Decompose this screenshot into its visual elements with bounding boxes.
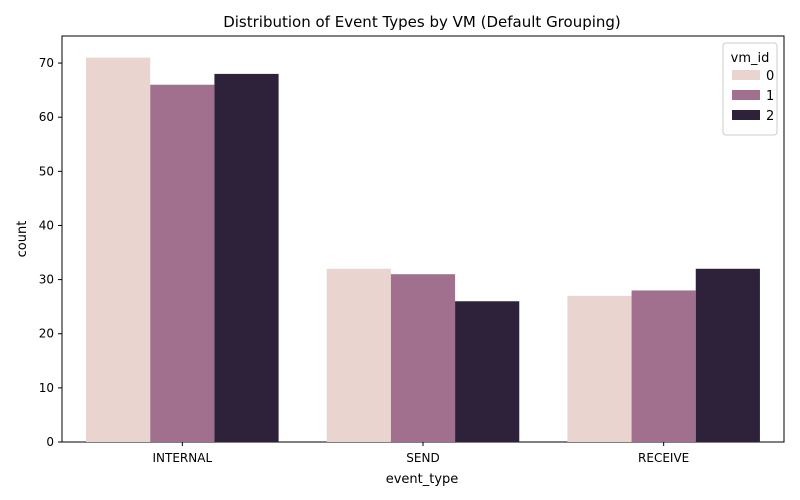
legend-swatch-vm-2 <box>732 110 760 120</box>
y-tick-label: 10 <box>39 381 54 395</box>
bar-receive-vm-1 <box>631 290 696 442</box>
bar-receive-vm-0 <box>567 295 632 442</box>
y-tick-label: 60 <box>39 110 54 124</box>
bar-internal-vm-1 <box>150 84 215 442</box>
x-tick-label: RECEIVE <box>638 451 689 465</box>
x-tick-label: INTERNAL <box>153 451 213 465</box>
y-axis: 0 10 20 30 40 50 60 70 <box>39 56 62 449</box>
bar-send-vm-1 <box>390 274 456 442</box>
bar-send-vm-0 <box>326 268 391 442</box>
bars-group <box>86 57 760 443</box>
y-axis-label: count <box>15 221 30 258</box>
legend-label-vm-1: 1 <box>766 89 774 104</box>
y-tick-label: 40 <box>39 218 54 232</box>
y-tick-label: 30 <box>39 273 54 287</box>
bar-send-vm-2 <box>455 301 520 442</box>
legend-label-vm-2: 2 <box>766 109 774 124</box>
x-axis-label: event_type <box>386 472 459 487</box>
y-tick-label: 70 <box>39 56 54 70</box>
legend-label-vm-0: 0 <box>766 69 774 84</box>
x-axis: INTERNAL SEND RECEIVE <box>153 442 689 465</box>
y-tick-label: 50 <box>39 164 54 178</box>
legend-title: vm_id <box>731 51 770 66</box>
legend-swatch-vm-1 <box>732 90 760 100</box>
y-tick-label: 20 <box>39 327 54 341</box>
chart-title: Distribution of Event Types by VM (Defau… <box>223 13 621 31</box>
legend: vm_id 0 1 2 <box>722 42 778 136</box>
legend-swatch-vm-0 <box>732 70 760 80</box>
y-tick-label: 0 <box>46 435 54 449</box>
bar-internal-vm-0 <box>86 57 151 443</box>
bar-receive-vm-2 <box>695 268 760 442</box>
x-tick-label: SEND <box>406 451 439 465</box>
bar-internal-vm-2 <box>214 73 279 442</box>
